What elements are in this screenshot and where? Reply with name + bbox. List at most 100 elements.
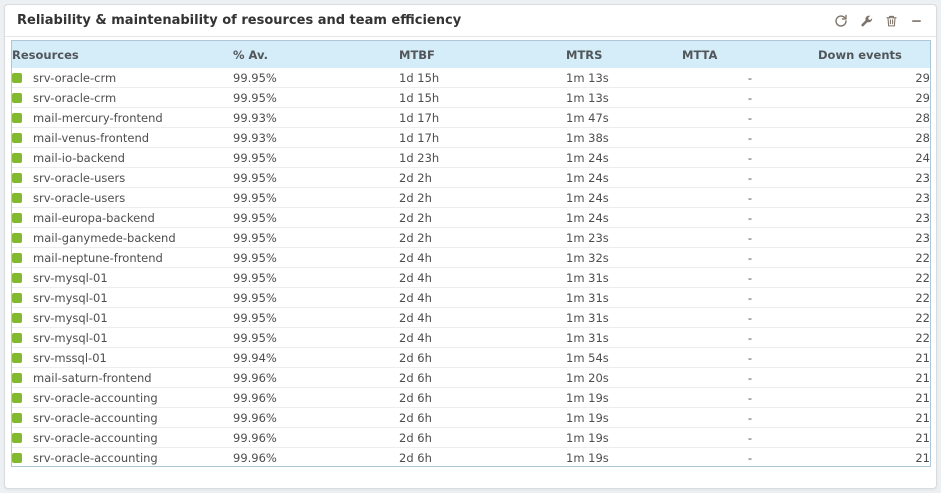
mtbf-cell: 2d 6h	[399, 367, 566, 388]
trash-icon[interactable]	[883, 13, 899, 29]
mtta-cell: -	[682, 447, 818, 466]
resource-name: srv-mssql-01	[33, 350, 107, 365]
minimize-icon[interactable]	[908, 13, 924, 29]
mtrs-cell: 1m 19s	[566, 447, 682, 466]
mtbf-cell: 1d 15h	[399, 70, 440, 85]
availability-cell: 99.96%	[233, 447, 399, 466]
table-row: srv-oracle-accounting 99.96% 2d 6h 1m 19s -2…	[12, 427, 930, 448]
resource-cell: srv-oracle-accounting	[12, 447, 233, 466]
column-header-resources: Resources	[12, 41, 233, 68]
status-up-icon	[12, 152, 22, 163]
resource-name: srv-oracle-accounting	[33, 410, 158, 425]
down-events-cell: 22	[818, 327, 930, 348]
mtta-cell: -	[682, 327, 818, 348]
mtrs-cell: 1m 13s	[566, 70, 609, 85]
mtbf-cell: 2d 4h	[399, 307, 566, 328]
mtta-cell: -	[682, 287, 818, 308]
status-up-icon	[12, 332, 22, 343]
down-events-cell: 23	[818, 207, 930, 228]
resource-cell: srv-oracle-crm	[12, 87, 233, 108]
table-row: mail-neptune-frontend 99.95% 2d 4h 1m 32s -2…	[12, 247, 930, 268]
down-events-cell: 23	[818, 187, 930, 208]
status-up-icon	[12, 312, 22, 323]
mtbf-cell: 2d 6h	[399, 387, 566, 408]
down-events-cell: 21	[818, 367, 930, 388]
mtbf-cell: 2d 4h	[399, 327, 566, 348]
refresh-icon[interactable]	[833, 13, 849, 29]
mtta-cell: -	[682, 407, 818, 428]
table-row: mail-europa-backend 99.95% 2d 2h 1m 24s -23	[12, 207, 930, 228]
down-events-cell: 22	[818, 287, 930, 308]
mtbf-cell: 2d 6h	[399, 347, 566, 368]
status-up-icon	[12, 132, 22, 143]
down-events-cell: 28	[818, 127, 930, 148]
status-up-icon	[12, 212, 22, 223]
mtta-cell: -	[682, 207, 818, 228]
resource-cell: mail-io-backend	[12, 147, 233, 168]
resource-name: srv-oracle-users	[33, 190, 126, 205]
status-up-icon	[12, 412, 22, 423]
mtrs-cell: 1m 47s	[566, 107, 682, 128]
table-row: mail-ganymede-backend 99.95% 2d 2h 1m 23s -2…	[12, 227, 930, 248]
mtrs-cell: 1m 19s	[566, 407, 682, 428]
table-row: srv-mysql-01 99.95% 2d 4h 1m 31s -22	[12, 307, 930, 328]
column-header-mtta: MTTA	[682, 41, 818, 68]
wrench-icon[interactable]	[858, 13, 874, 29]
resource-cell: srv-oracle-accounting	[12, 427, 233, 448]
status-up-icon	[12, 352, 22, 363]
resource-name: mail-ganymede-backend	[33, 230, 176, 245]
mtrs-cell: 1m 19s	[566, 427, 682, 448]
status-up-icon	[12, 92, 22, 103]
resource-cell: srv-oracle-crm	[12, 68, 233, 88]
availability-cell: 99.96%	[233, 387, 399, 408]
status-up-icon	[12, 272, 22, 283]
down-events-cell: 24	[818, 147, 930, 168]
mtrs-cell: 1m 23s	[566, 227, 682, 248]
mtrs-cell: 1m 31s	[566, 307, 682, 328]
mtbf-cell: 2d 6h	[399, 447, 566, 466]
status-up-icon	[12, 452, 22, 463]
resource-cell: srv-oracle-users	[12, 187, 233, 208]
resource-cell: mail-neptune-frontend	[12, 247, 233, 268]
table-row: mail-io-backend 99.95% 1d 23h 1m 24s -24	[12, 147, 930, 168]
table-row: srv-oracle-users 99.95% 2d 2h 1m 24s -23	[12, 167, 930, 188]
table-row: srv-mssql-01 99.94% 2d 6h 1m 54s -21	[12, 347, 930, 368]
down-events-cell: 22	[818, 247, 930, 268]
availability-cell: 99.95%	[233, 227, 399, 248]
reliability-table-container: Resources % Av. MTBF MTRS MTTA Down even…	[11, 40, 931, 467]
status-up-icon	[12, 252, 22, 263]
down-events-cell: 23	[818, 227, 930, 248]
mtbf-cell: 1d 15h	[399, 87, 566, 108]
availability-cell: 99.95%	[233, 187, 399, 208]
column-header-down-events: Down events	[818, 41, 930, 68]
availability-cell: 99.96%	[233, 427, 399, 448]
mtrs-cell: 1m 24s	[566, 147, 682, 168]
resource-name: mail-venus-frontend	[33, 130, 150, 145]
resource-cell: mail-ganymede-backend	[12, 227, 233, 248]
availability-cell: 99.94%	[233, 347, 399, 368]
widget-toolbar	[833, 13, 924, 29]
resource-name: mail-europa-backend	[33, 210, 155, 225]
mtta-cell: -	[682, 347, 818, 368]
mtbf-cell: 1d 17h	[399, 127, 566, 148]
mtbf-cell: 2d 2h	[399, 227, 566, 248]
mtta-cell: -	[682, 427, 818, 448]
resource-cell: mail-venus-frontend	[12, 127, 233, 148]
status-up-icon	[12, 172, 22, 183]
table-row: srv-mysql-01 99.95% 2d 4h 1m 31s -22	[12, 267, 930, 288]
down-events-cell: 29	[818, 87, 930, 108]
table-row: srv-mysql-01 99.95% 2d 4h 1m 31s -22	[12, 327, 930, 348]
reliability-table: Resources % Av. MTBF MTRS MTTA Down even…	[12, 41, 930, 466]
mtrs-cell: 1m 13s	[566, 87, 682, 108]
reliability-widget: Reliability & maintenability of resource…	[4, 4, 937, 489]
mtbf-cell: 2d 2h	[399, 207, 566, 228]
table-header-row: Resources % Av. MTBF MTRS MTTA Down even…	[12, 41, 930, 68]
status-up-icon	[12, 72, 22, 83]
resource-cell: srv-mssql-01	[12, 347, 233, 368]
table-row: srv-oracle-accounting 99.96% 2d 6h 1m 19s -2…	[12, 407, 930, 428]
resource-name: mail-mercury-frontend	[33, 110, 163, 125]
table-row: mail-saturn-frontend 99.96% 2d 6h 1m 20s -21	[12, 367, 930, 388]
mtrs-cell: 1m 20s	[566, 367, 682, 388]
mtta-cell: -	[682, 167, 818, 188]
availability-cell: 99.93%	[233, 127, 399, 148]
